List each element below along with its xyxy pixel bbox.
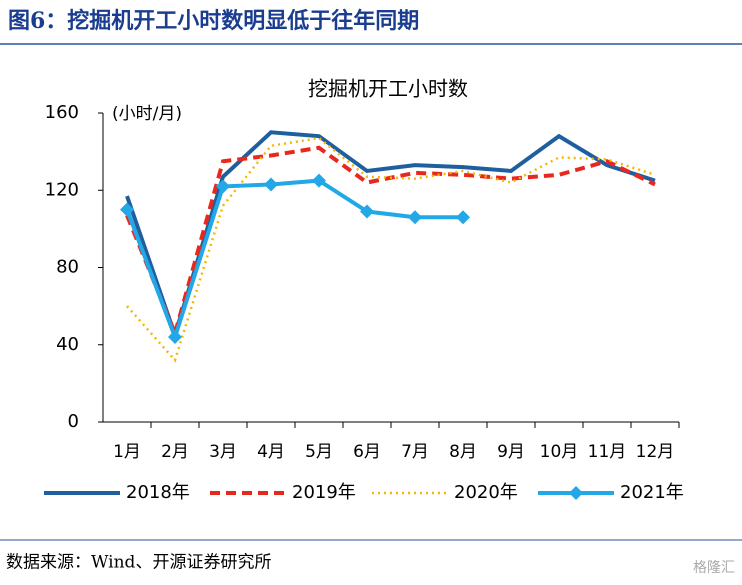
series-line — [125, 130, 656, 342]
x-tick-label: 10月 — [540, 442, 579, 462]
legend-label: 2021年 — [620, 482, 684, 503]
x-tick-label: 12月 — [636, 442, 675, 462]
chart-title: 挖掘机开工小时数 — [308, 77, 468, 101]
watermark: 格隆汇 — [693, 560, 735, 576]
point-marker — [456, 210, 470, 225]
x-tick-label: 7月 — [401, 442, 429, 462]
legend-label: 2018年 — [126, 482, 190, 503]
x-tick-label: 6月 — [353, 442, 381, 462]
legend-label: 2019年 — [292, 482, 356, 503]
x-tick-label: 11月 — [588, 442, 627, 462]
series-line — [125, 178, 463, 344]
x-tick-label: 3月 — [209, 442, 237, 462]
x-tick-label: 1月 — [113, 442, 141, 462]
header-title: 图6：挖掘机开工小时数明显低于往年同期 — [8, 8, 419, 34]
point-marker — [408, 210, 422, 225]
point-marker — [168, 330, 182, 345]
x-tick-label: 8月 — [449, 442, 477, 462]
y-tick-label: 80 — [56, 257, 79, 278]
legend-marker — [569, 486, 583, 500]
y-axis-label: (小时/月) — [112, 104, 182, 124]
point-marker — [312, 173, 326, 188]
y-tick-label: 0 — [68, 411, 79, 432]
y-tick-label: 40 — [56, 334, 79, 355]
x-tick-label: 2月 — [161, 442, 189, 462]
x-tick-label: 9月 — [497, 442, 525, 462]
point-marker — [264, 177, 278, 192]
y-tick-label: 160 — [45, 102, 79, 123]
point-marker — [216, 179, 230, 194]
source: 数据来源：Wind、开源证券研究所 — [6, 553, 271, 573]
legend-label: 2020年 — [454, 482, 518, 503]
series-line — [126, 136, 656, 363]
point-marker — [120, 202, 134, 217]
x-tick-label: 4月 — [257, 442, 285, 462]
y-tick-label: 120 — [45, 179, 79, 200]
x-tick-label: 5月 — [305, 442, 333, 462]
point-marker — [360, 204, 374, 219]
